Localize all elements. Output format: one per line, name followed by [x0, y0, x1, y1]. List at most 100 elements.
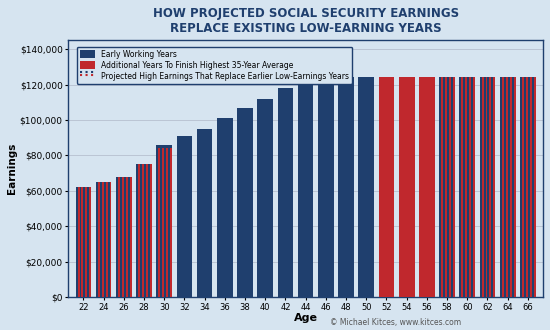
Bar	[81, 187, 84, 297]
Bar	[506, 78, 508, 297]
Bar	[534, 78, 536, 297]
Bar	[465, 78, 468, 297]
Bar	[161, 148, 162, 297]
Bar	[469, 78, 471, 297]
Bar	[459, 78, 461, 297]
Bar	[338, 78, 354, 297]
Bar	[170, 148, 172, 297]
Bar	[85, 187, 87, 297]
Bar	[449, 78, 451, 297]
Bar	[75, 187, 78, 297]
Bar	[487, 78, 490, 297]
Bar	[491, 78, 493, 297]
Bar	[108, 182, 109, 297]
Bar	[500, 78, 502, 297]
Bar	[98, 182, 100, 297]
Bar	[109, 182, 112, 297]
Bar	[451, 78, 453, 297]
Bar	[103, 182, 106, 297]
Bar	[120, 177, 122, 297]
Bar	[512, 78, 514, 297]
Bar	[378, 78, 394, 297]
Bar	[510, 78, 512, 297]
Bar	[156, 145, 172, 297]
Bar	[257, 99, 273, 297]
Bar	[278, 88, 293, 297]
Bar	[359, 78, 374, 297]
Bar	[447, 78, 449, 297]
Bar	[528, 78, 530, 297]
Bar	[526, 78, 528, 297]
Bar	[146, 164, 148, 297]
Bar	[318, 78, 334, 297]
Bar	[486, 78, 487, 297]
Bar	[142, 164, 144, 297]
Bar	[126, 177, 128, 297]
X-axis label: Age: Age	[294, 313, 318, 323]
Bar	[84, 187, 85, 297]
Bar	[502, 78, 504, 297]
Bar	[530, 78, 532, 297]
Bar	[522, 78, 524, 297]
Bar	[100, 182, 102, 297]
Bar	[524, 78, 526, 297]
Bar	[128, 177, 130, 297]
Bar	[520, 78, 522, 297]
Bar	[439, 78, 455, 297]
Legend: Early Working Years, Additional Years To Finish Highest 35-Year Average, Project: Early Working Years, Additional Years To…	[77, 47, 353, 83]
Bar	[399, 78, 415, 297]
Bar	[87, 187, 89, 297]
Bar	[156, 148, 158, 297]
Bar	[162, 148, 164, 297]
Bar	[464, 78, 465, 297]
Bar	[483, 78, 486, 297]
Bar	[138, 164, 140, 297]
Bar	[443, 78, 445, 297]
Bar	[439, 78, 441, 297]
Bar	[298, 79, 314, 297]
Bar	[158, 148, 161, 297]
Bar	[504, 78, 506, 297]
Bar	[493, 78, 496, 297]
Bar	[490, 78, 491, 297]
Bar	[78, 187, 80, 297]
Bar	[80, 187, 81, 297]
Bar	[217, 118, 233, 297]
Bar	[96, 182, 98, 297]
Bar	[140, 164, 142, 297]
Bar	[148, 164, 150, 297]
Bar	[102, 182, 103, 297]
Bar	[419, 78, 435, 297]
Bar	[453, 78, 455, 297]
Bar	[441, 78, 443, 297]
Bar	[116, 177, 118, 297]
Bar	[118, 177, 120, 297]
Bar	[482, 78, 483, 297]
Bar	[237, 108, 253, 297]
Bar	[471, 78, 473, 297]
Bar	[473, 78, 475, 297]
Title: HOW PROJECTED SOCIAL SECURITY EARNINGS
REPLACE EXISTING LOW-EARNING YEARS: HOW PROJECTED SOCIAL SECURITY EARNINGS R…	[152, 7, 459, 35]
Bar	[136, 164, 138, 297]
Bar	[150, 164, 152, 297]
Bar	[130, 177, 131, 297]
Bar	[168, 148, 170, 297]
Bar	[445, 78, 447, 297]
Bar	[89, 187, 91, 297]
Bar	[166, 148, 168, 297]
Bar	[106, 182, 108, 297]
Bar	[508, 78, 510, 297]
Y-axis label: Earnings: Earnings	[7, 143, 17, 194]
Text: © Michael Kitces, www.kitces.com: © Michael Kitces, www.kitces.com	[330, 318, 461, 327]
Bar	[164, 148, 166, 297]
Bar	[124, 177, 126, 297]
Bar	[514, 78, 515, 297]
Bar	[122, 177, 124, 297]
Bar	[461, 78, 464, 297]
Bar	[480, 78, 482, 297]
Bar	[532, 78, 534, 297]
Bar	[197, 129, 212, 297]
Bar	[177, 136, 192, 297]
Bar	[468, 78, 469, 297]
Bar	[144, 164, 146, 297]
